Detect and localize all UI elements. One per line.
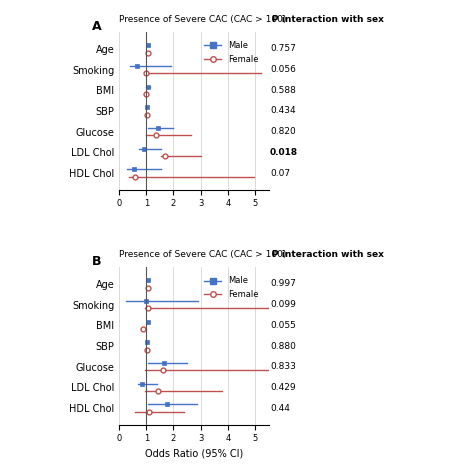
Text: Presence of Severe CAC (CAC > 100): Presence of Severe CAC (CAC > 100)	[119, 250, 286, 259]
Text: A: A	[92, 20, 102, 33]
Text: 0.099: 0.099	[270, 300, 296, 309]
Text: 0.434: 0.434	[270, 107, 296, 116]
Text: Presence of Severe CAC (CAC > 100): Presence of Severe CAC (CAC > 100)	[119, 16, 286, 25]
Text: 0.056: 0.056	[270, 65, 296, 74]
Text: P interaction with sex: P interaction with sex	[272, 16, 383, 25]
Text: 0.997: 0.997	[270, 279, 296, 288]
Text: 0.44: 0.44	[270, 404, 290, 413]
Text: 0.055: 0.055	[270, 321, 296, 330]
Text: 0.880: 0.880	[270, 342, 296, 351]
Text: 0.757: 0.757	[270, 45, 296, 54]
Text: 0.429: 0.429	[270, 383, 296, 392]
Legend: Male, Female: Male, Female	[201, 273, 262, 302]
Text: 0.820: 0.820	[270, 127, 296, 136]
X-axis label: Odds Ratio (95% CI): Odds Ratio (95% CI)	[145, 449, 243, 459]
Text: 0.018: 0.018	[270, 148, 298, 157]
Text: B: B	[92, 255, 101, 268]
Legend: Male, Female: Male, Female	[201, 38, 262, 67]
Text: 0.588: 0.588	[270, 86, 296, 95]
Text: 0.07: 0.07	[270, 169, 290, 178]
Text: P interaction with sex: P interaction with sex	[272, 250, 383, 259]
Text: 0.833: 0.833	[270, 362, 296, 371]
